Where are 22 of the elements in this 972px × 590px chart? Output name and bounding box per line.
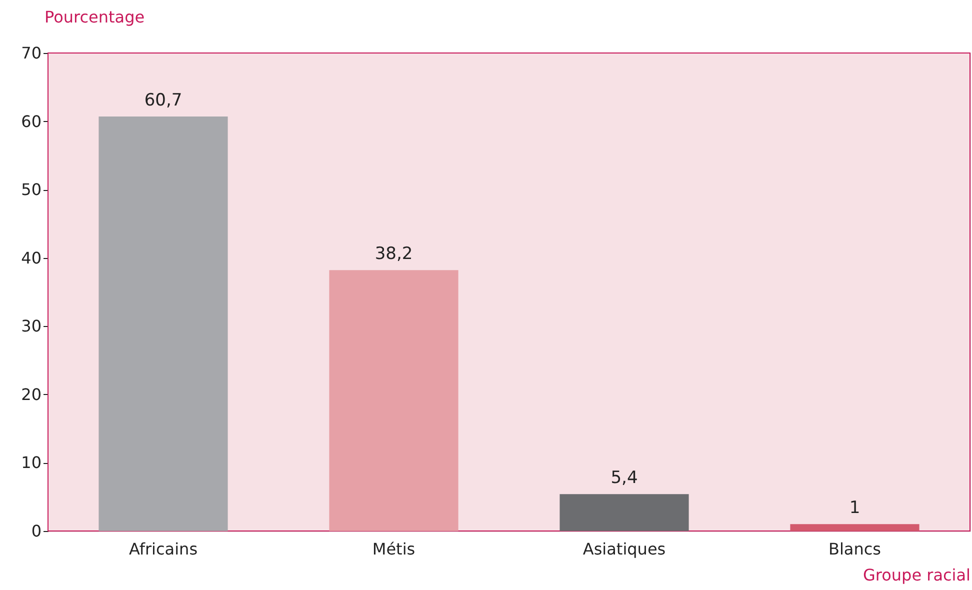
y-tick-label: 10	[21, 453, 42, 472]
x-tick-label: Métis	[372, 540, 416, 558]
x-tick-label: Africains	[128, 540, 198, 558]
y-tick-label: 60	[21, 112, 42, 131]
y-tick-label: 20	[21, 384, 42, 404]
bar	[98, 116, 228, 531]
data-label: 38,2	[374, 244, 413, 264]
y-axis-title: Pourcentage	[44, 8, 145, 26]
data-label: 1	[849, 498, 860, 518]
bar	[560, 494, 689, 531]
x-axis-title: Groupe racial	[862, 566, 970, 584]
y-tick-label: 50	[21, 180, 42, 200]
x-tick-label: Blancs	[828, 540, 881, 558]
y-tick-label: 0	[31, 522, 42, 540]
x-tick-label: Asiatiques	[582, 540, 666, 558]
bar	[790, 524, 920, 531]
y-tick-label: 30	[21, 316, 42, 336]
data-label: 5,4	[610, 468, 638, 488]
y-tick-label: 40	[21, 248, 42, 268]
bar	[329, 270, 458, 531]
y-tick-label: 70	[21, 44, 42, 62]
data-label: 60,7	[144, 90, 182, 111]
